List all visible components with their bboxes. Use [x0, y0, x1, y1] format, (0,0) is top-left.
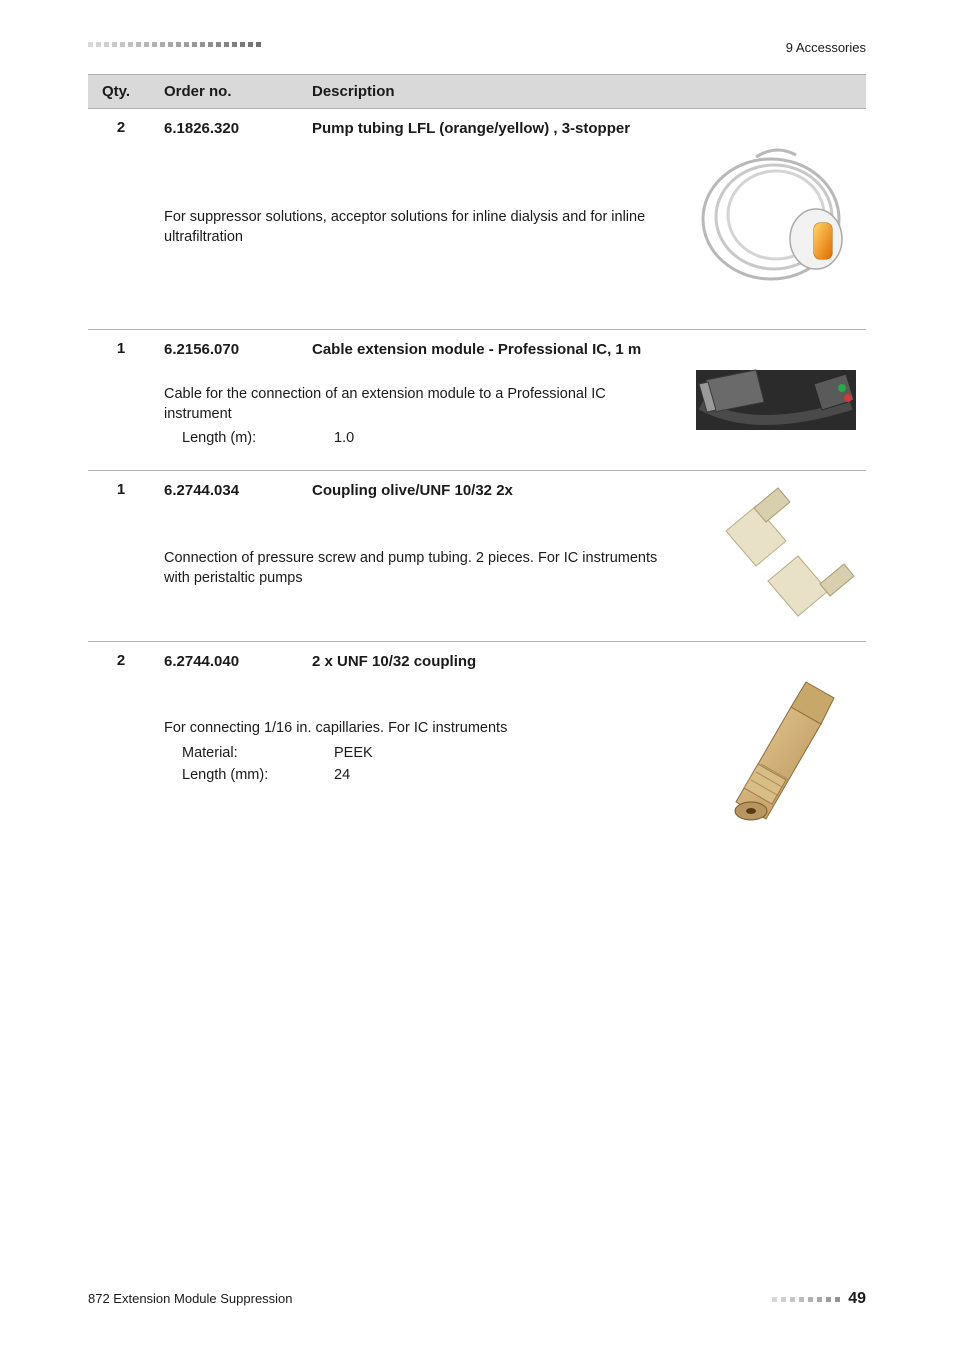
qty-cell: 2 [88, 109, 150, 201]
desc-cell: For connecting 1/16 in. capillaries. For… [88, 711, 682, 852]
spec-label: Material: [164, 745, 334, 761]
footer-doc-title: 872 Extension Module Suppression [88, 1291, 293, 1306]
col-orderno: Order no. [150, 75, 298, 109]
section-header: 9 Accessories [786, 40, 866, 55]
table-row: 26.1826.320Pump tubing LFL (orange/yello… [88, 109, 866, 201]
qty-cell: 1 [88, 330, 150, 377]
desc-cell: Connection of pressure screw and pump tu… [88, 541, 682, 641]
col-image [682, 75, 866, 109]
spec-value: PEEK [334, 745, 474, 761]
qty-cell: 2 [88, 642, 150, 711]
qty-cell: 1 [88, 471, 150, 541]
name-cell: Cable extension module - Professional IC… [298, 330, 682, 377]
orderno-cell: 6.2744.034 [150, 471, 298, 541]
thumb-cell [682, 330, 866, 471]
table-row: 26.2744.040 2 x UNF 10/32 coupling [88, 642, 866, 711]
col-qty: Qty. [88, 75, 150, 109]
thumb-cell [682, 642, 866, 852]
desc-cell: Cable for the connection of an extension… [88, 377, 682, 470]
table-body: 26.1826.320Pump tubing LFL (orange/yello… [88, 109, 866, 853]
table-row: 16.2156.070Cable extension module - Prof… [88, 330, 866, 377]
orderno-cell: 6.2744.040 [150, 642, 298, 711]
page-number: 49 [848, 1290, 866, 1308]
footer-right: 49 [772, 1290, 866, 1308]
content-area: Qty. Order no. Description 26.1826.320Pu… [88, 74, 866, 852]
thumb-cell [682, 109, 866, 330]
orderno-cell: 6.2156.070 [150, 330, 298, 377]
table-row: 16.2744.034Coupling olive/UNF 10/32 2x [88, 471, 866, 541]
spec-value: 1.0 [334, 430, 474, 446]
col-desc: Description [298, 75, 682, 109]
name-cell: Pump tubing LFL (orange/yellow) , 3-stop… [298, 109, 682, 201]
name-cell: Coupling olive/UNF 10/32 2x [298, 471, 682, 541]
spec-label: Length (mm): [164, 767, 334, 783]
accessories-table: Qty. Order no. Description 26.1826.320Pu… [88, 74, 866, 852]
thumb-cell [682, 471, 866, 642]
spec-label: Length (m): [164, 430, 334, 446]
spec-value: 24 [334, 767, 474, 783]
orderno-cell: 6.1826.320 [150, 109, 298, 201]
name-cell: 2 x UNF 10/32 coupling [298, 642, 682, 711]
header-dots-left [88, 42, 261, 47]
desc-cell: For suppressor solutions, acceptor solut… [88, 200, 682, 329]
